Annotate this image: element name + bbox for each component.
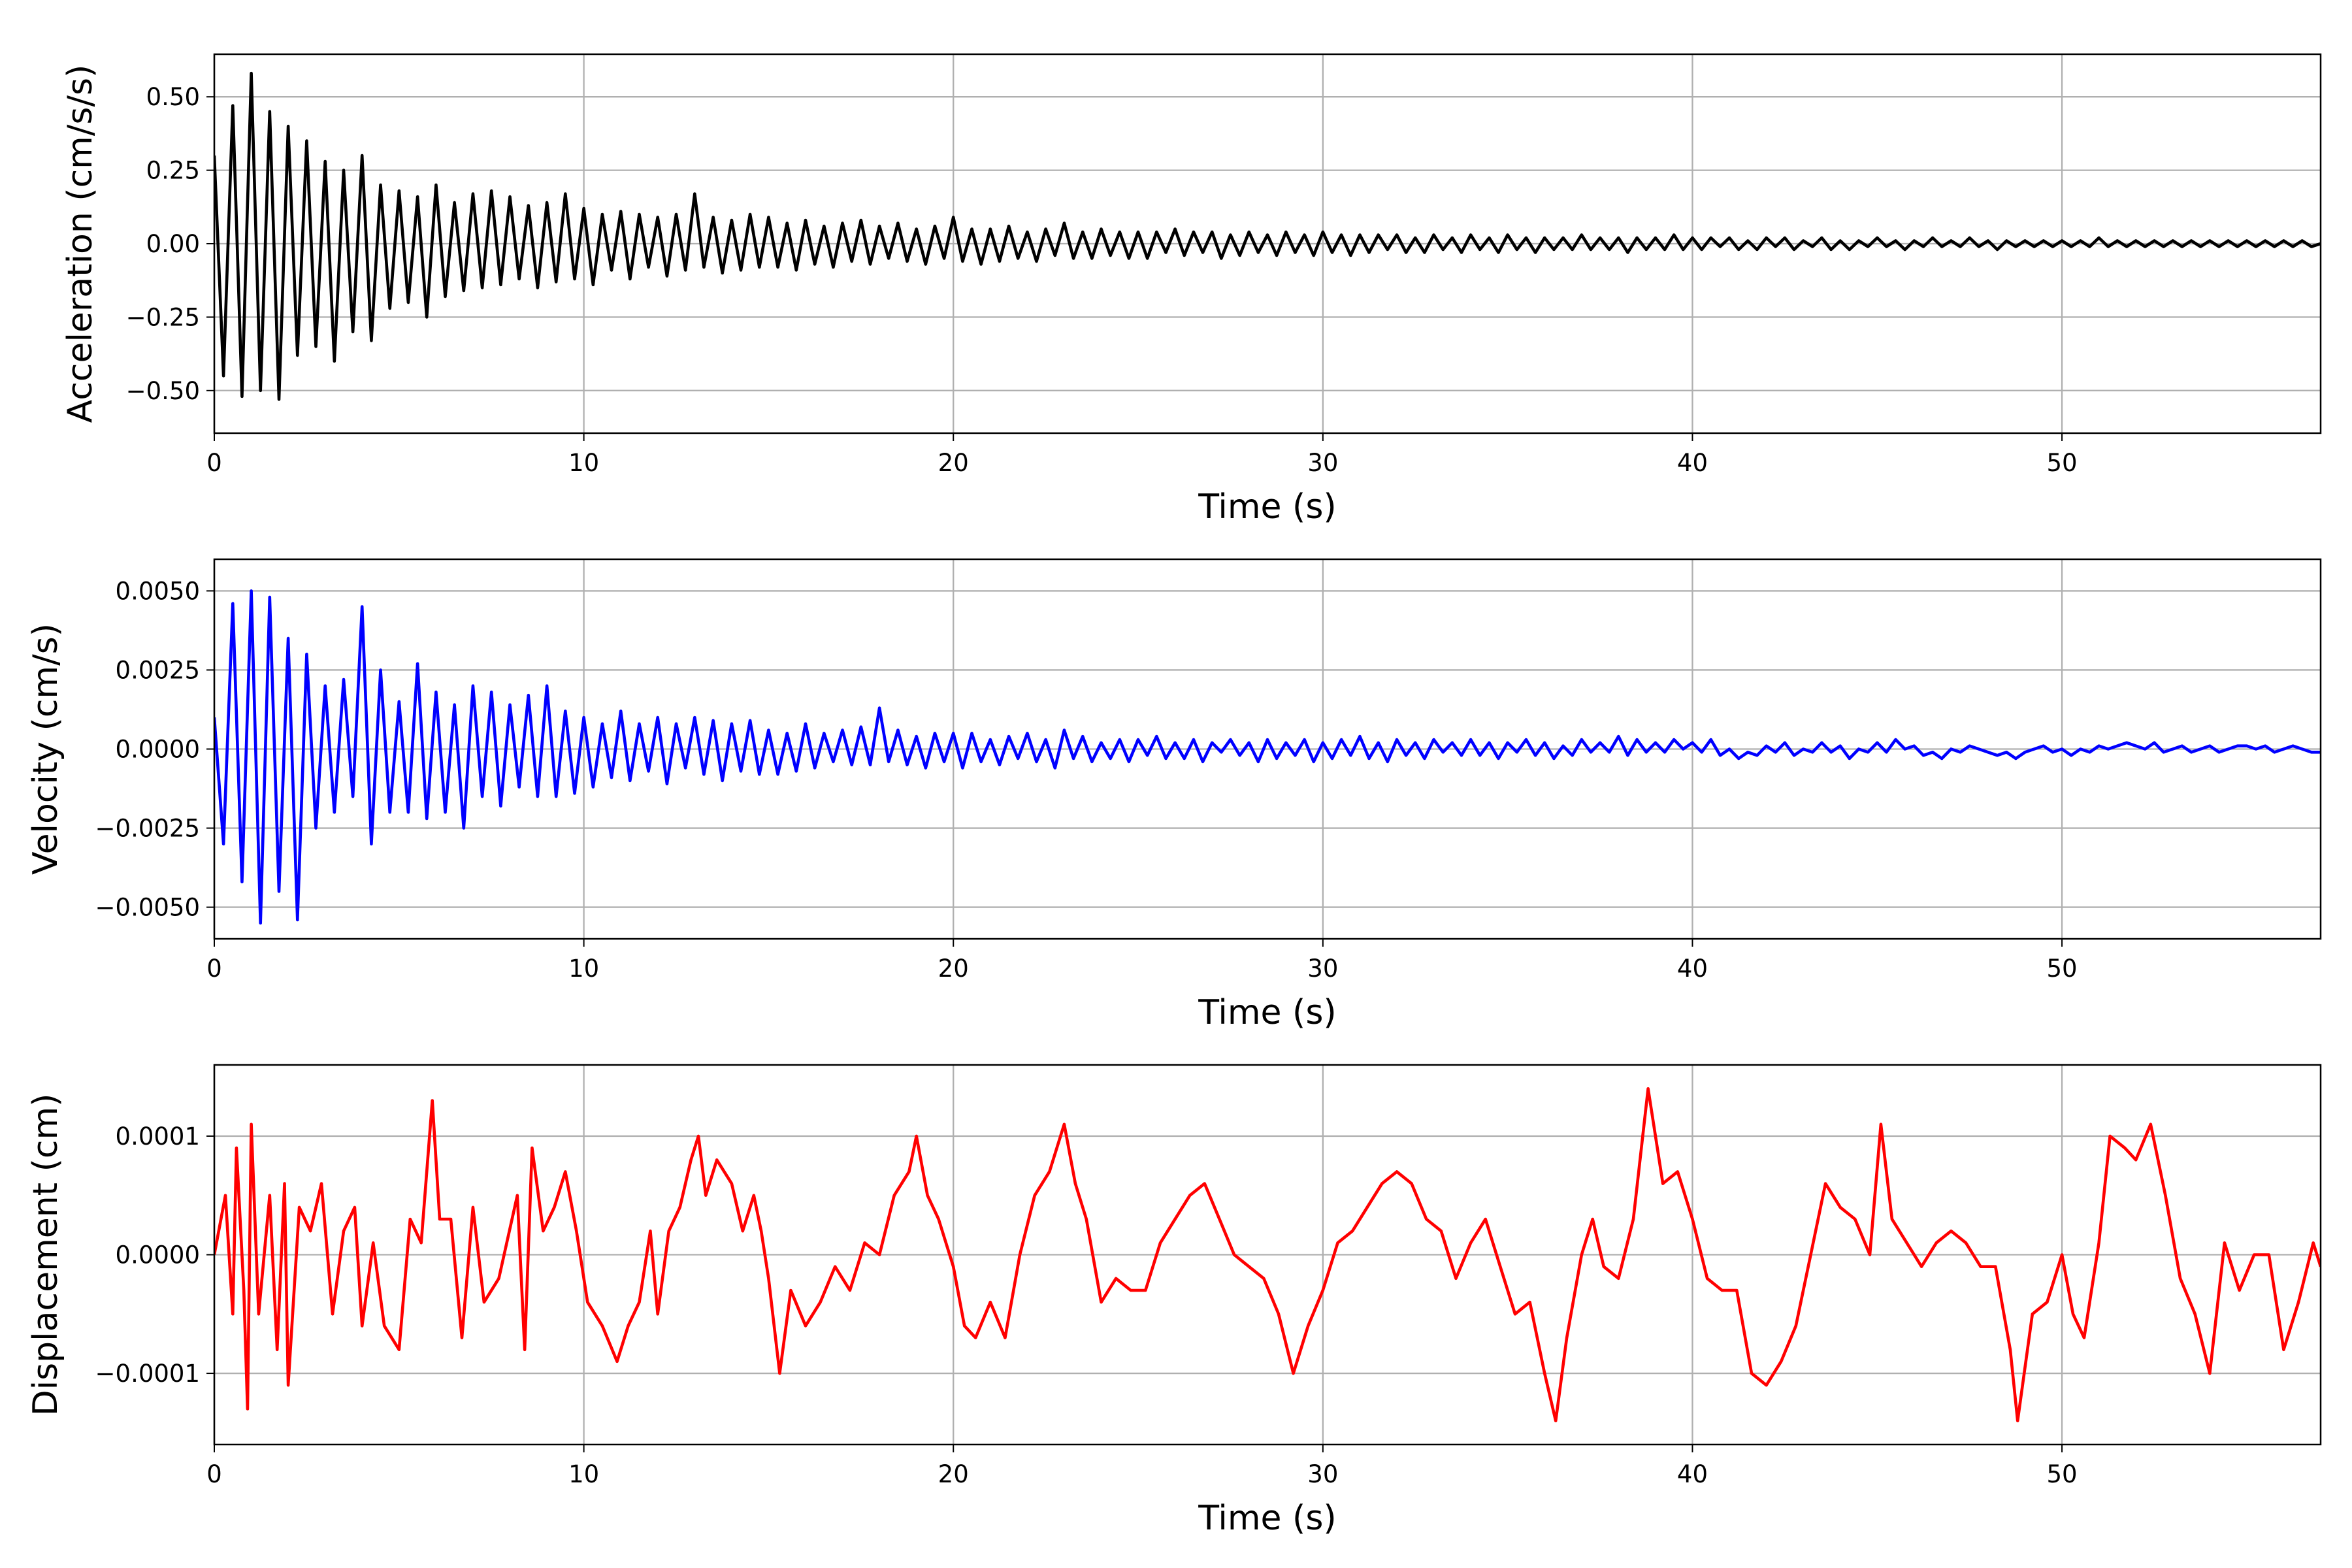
axes-frame <box>213 53 2322 434</box>
y-tick-label: −0.0025 <box>95 815 200 843</box>
y-tick-label: 0.0025 <box>116 656 200 684</box>
x-tick-label: 20 <box>938 955 969 983</box>
y-tick-label: 0.25 <box>146 157 200 185</box>
y-tick-label: 0.0001 <box>116 1122 200 1151</box>
axes-frame <box>213 558 2322 940</box>
x-tick-label: 10 <box>568 1460 599 1488</box>
y-tick-label: −0.50 <box>126 377 200 405</box>
y-tick-label: −0.0050 <box>95 894 200 922</box>
x-axis-label: Time (s) <box>1198 993 1336 1032</box>
x-tick-label: 40 <box>1677 449 1708 477</box>
x-tick-label: 40 <box>1677 1460 1708 1488</box>
displacement-subplot: 0 10 20 30 40 50 −0.0001 0.0000 0.0001 Time (s) Di… <box>26 1064 2322 1538</box>
series-line <box>214 589 2321 925</box>
x-tick-label: 50 <box>2047 1460 2078 1488</box>
x-tick-label: 50 <box>2047 449 2078 477</box>
y-axis-label: Acceleration (cm/s/s) <box>61 65 100 423</box>
x-tick-label: 0 <box>206 1460 222 1488</box>
x-tick-label: 30 <box>1307 1460 1338 1488</box>
y-tick-label: 0.00 <box>146 230 200 258</box>
y-tick-label: 0.0000 <box>116 736 200 764</box>
x-tick-label: 10 <box>568 955 599 983</box>
x-tick-label: 10 <box>568 449 599 477</box>
velocity-subplot: 0 10 20 30 40 50 −0.0050 −0.0025 0.0000 0.0025 0.0… <box>26 558 2322 1032</box>
series-line <box>214 1087 2321 1422</box>
x-axis-label: Time (s) <box>1198 487 1336 527</box>
x-tick-label: 0 <box>206 955 222 983</box>
x-tick-label: 20 <box>938 449 969 477</box>
y-axis-label: Displacement (cm) <box>26 1094 65 1416</box>
x-tick-label: 20 <box>938 1460 969 1488</box>
x-tick-label: 30 <box>1307 449 1338 477</box>
x-tick-label: 40 <box>1677 955 1708 983</box>
y-tick-label: −0.25 <box>126 303 200 331</box>
y-tick-label: 0.0000 <box>116 1241 200 1269</box>
y-axis-label: Velocity (cm/s) <box>26 623 65 875</box>
axes-frame <box>213 1064 2322 1446</box>
series-line <box>214 71 2321 401</box>
x-tick-label: 50 <box>2047 955 2078 983</box>
x-tick-label: 30 <box>1307 955 1338 983</box>
y-tick-label: 0.50 <box>146 83 200 111</box>
y-tick-label: −0.0001 <box>95 1360 200 1388</box>
x-axis-label: Time (s) <box>1198 1499 1336 1538</box>
x-tick-label: 0 <box>206 449 222 477</box>
acceleration-subplot: 0 10 20 30 40 50 −0.50 −0.25 0.00 0.25 0.50 Time (s… <box>61 53 2322 527</box>
y-tick-label: 0.0050 <box>116 577 200 605</box>
